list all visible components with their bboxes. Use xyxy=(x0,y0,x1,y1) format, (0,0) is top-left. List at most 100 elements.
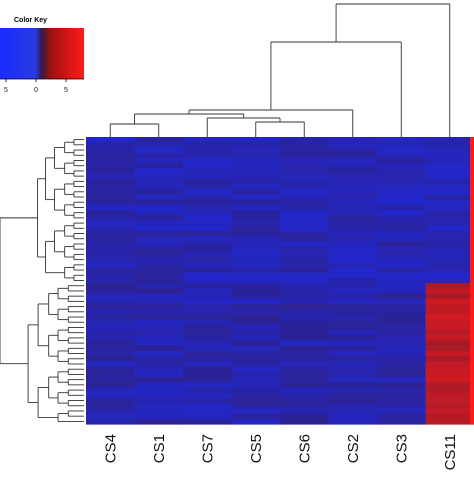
heatmap-cell xyxy=(377,387,426,393)
heatmap-cell xyxy=(426,257,474,263)
heatmap-cell xyxy=(377,210,426,216)
heatmap-cell xyxy=(135,403,184,409)
heatmap-cell xyxy=(377,325,426,331)
heatmap-cell xyxy=(86,382,135,388)
heatmap-cell xyxy=(86,137,135,143)
heatmap-cell xyxy=(135,226,184,232)
heatmap-cell xyxy=(426,387,474,393)
heatmap-cell xyxy=(329,215,378,221)
heatmap-cell xyxy=(377,220,426,226)
heatmap-cell xyxy=(183,226,232,232)
heatmap-cell xyxy=(183,387,232,393)
heatmap-cell xyxy=(329,278,378,284)
heatmap-cell xyxy=(135,257,184,263)
heatmap-cell xyxy=(280,351,329,357)
heatmap-cell xyxy=(426,299,474,305)
heatmap-cell xyxy=(232,241,281,247)
heatmap-cell xyxy=(377,236,426,242)
heatmap-cell xyxy=(377,283,426,289)
heatmap-cell xyxy=(183,168,232,174)
heatmap-cell xyxy=(377,398,426,404)
heatmap-cell xyxy=(377,288,426,294)
heatmap-cell xyxy=(377,215,426,221)
heatmap-cell xyxy=(377,241,426,247)
heatmap-cell xyxy=(280,294,329,300)
heatmap-cell xyxy=(329,189,378,195)
heatmap-cell xyxy=(86,288,135,294)
heatmap-cell xyxy=(329,351,378,357)
heatmap-cell xyxy=(280,231,329,237)
heatmap-cell xyxy=(426,163,474,169)
heatmap-cell xyxy=(232,236,281,242)
heatmap-cell xyxy=(329,241,378,247)
heatmap-cell xyxy=(426,200,474,206)
heatmap-cell xyxy=(183,372,232,378)
heatmap-cell xyxy=(329,147,378,153)
heatmap-cell xyxy=(329,236,378,242)
heatmap-cell xyxy=(426,205,474,211)
heatmap-cell xyxy=(135,137,184,143)
heatmap-cell xyxy=(280,330,329,336)
column-label: CS11 xyxy=(442,434,459,470)
heatmap-cell xyxy=(329,341,378,347)
heatmap-cell xyxy=(377,174,426,180)
heatmap-cell xyxy=(183,142,232,148)
heatmap-cell xyxy=(426,147,474,153)
heatmap-cell xyxy=(426,403,474,409)
heatmap-cell xyxy=(426,283,474,289)
heatmap-cell xyxy=(135,393,184,399)
heatmap-cell xyxy=(135,273,184,279)
heatmap-cell xyxy=(232,367,281,373)
heatmap-cell xyxy=(377,419,426,425)
heatmap-cell xyxy=(329,142,378,148)
heatmap-cell xyxy=(232,351,281,357)
heatmap-cell xyxy=(377,346,426,352)
heatmap-cell xyxy=(232,299,281,305)
heatmap-cell xyxy=(183,341,232,347)
heatmap-edge-strip xyxy=(470,137,474,424)
heatmap-cell xyxy=(135,189,184,195)
heatmap-cell xyxy=(426,252,474,258)
color-key-tick-label: 0 xyxy=(34,87,38,94)
heatmap-cell xyxy=(280,414,329,420)
heatmap-cell xyxy=(86,231,135,237)
heatmap-cell xyxy=(135,205,184,211)
heatmap-cell xyxy=(135,288,184,294)
heatmap-cell xyxy=(183,267,232,273)
heatmap-cell xyxy=(426,241,474,247)
heatmap-cell xyxy=(135,320,184,326)
heatmap-cell xyxy=(232,387,281,393)
heatmap-cell xyxy=(232,226,281,232)
heatmap-cell xyxy=(183,335,232,341)
heatmap-cell xyxy=(329,163,378,169)
heatmap-cell xyxy=(183,220,232,226)
heatmap-cell xyxy=(280,262,329,268)
heatmap-cell xyxy=(183,231,232,237)
heatmap-cell xyxy=(426,314,474,320)
heatmap-cell xyxy=(329,335,378,341)
heatmap-cell xyxy=(86,283,135,289)
heatmap-cell xyxy=(232,142,281,148)
heatmap-cell xyxy=(232,320,281,326)
heatmap-cell xyxy=(135,174,184,180)
heatmap-cell xyxy=(426,304,474,310)
heatmap-cell xyxy=(377,382,426,388)
heatmap-cell xyxy=(377,309,426,315)
heatmap-cell xyxy=(183,262,232,268)
heatmap-cell xyxy=(280,372,329,378)
heatmap-cell xyxy=(232,377,281,383)
heatmap-cell xyxy=(135,341,184,347)
heatmap-cell xyxy=(135,387,184,393)
heatmap-cell xyxy=(329,153,378,159)
heatmap-cell xyxy=(86,200,135,206)
heatmap-cell xyxy=(280,179,329,185)
heatmap-cell xyxy=(377,194,426,200)
heatmap-cell xyxy=(329,299,378,305)
heatmap-cell xyxy=(280,309,329,315)
heatmap-cell xyxy=(86,299,135,305)
heatmap-cell xyxy=(280,158,329,164)
heatmap-cell xyxy=(86,419,135,425)
heatmap-cell xyxy=(232,304,281,310)
